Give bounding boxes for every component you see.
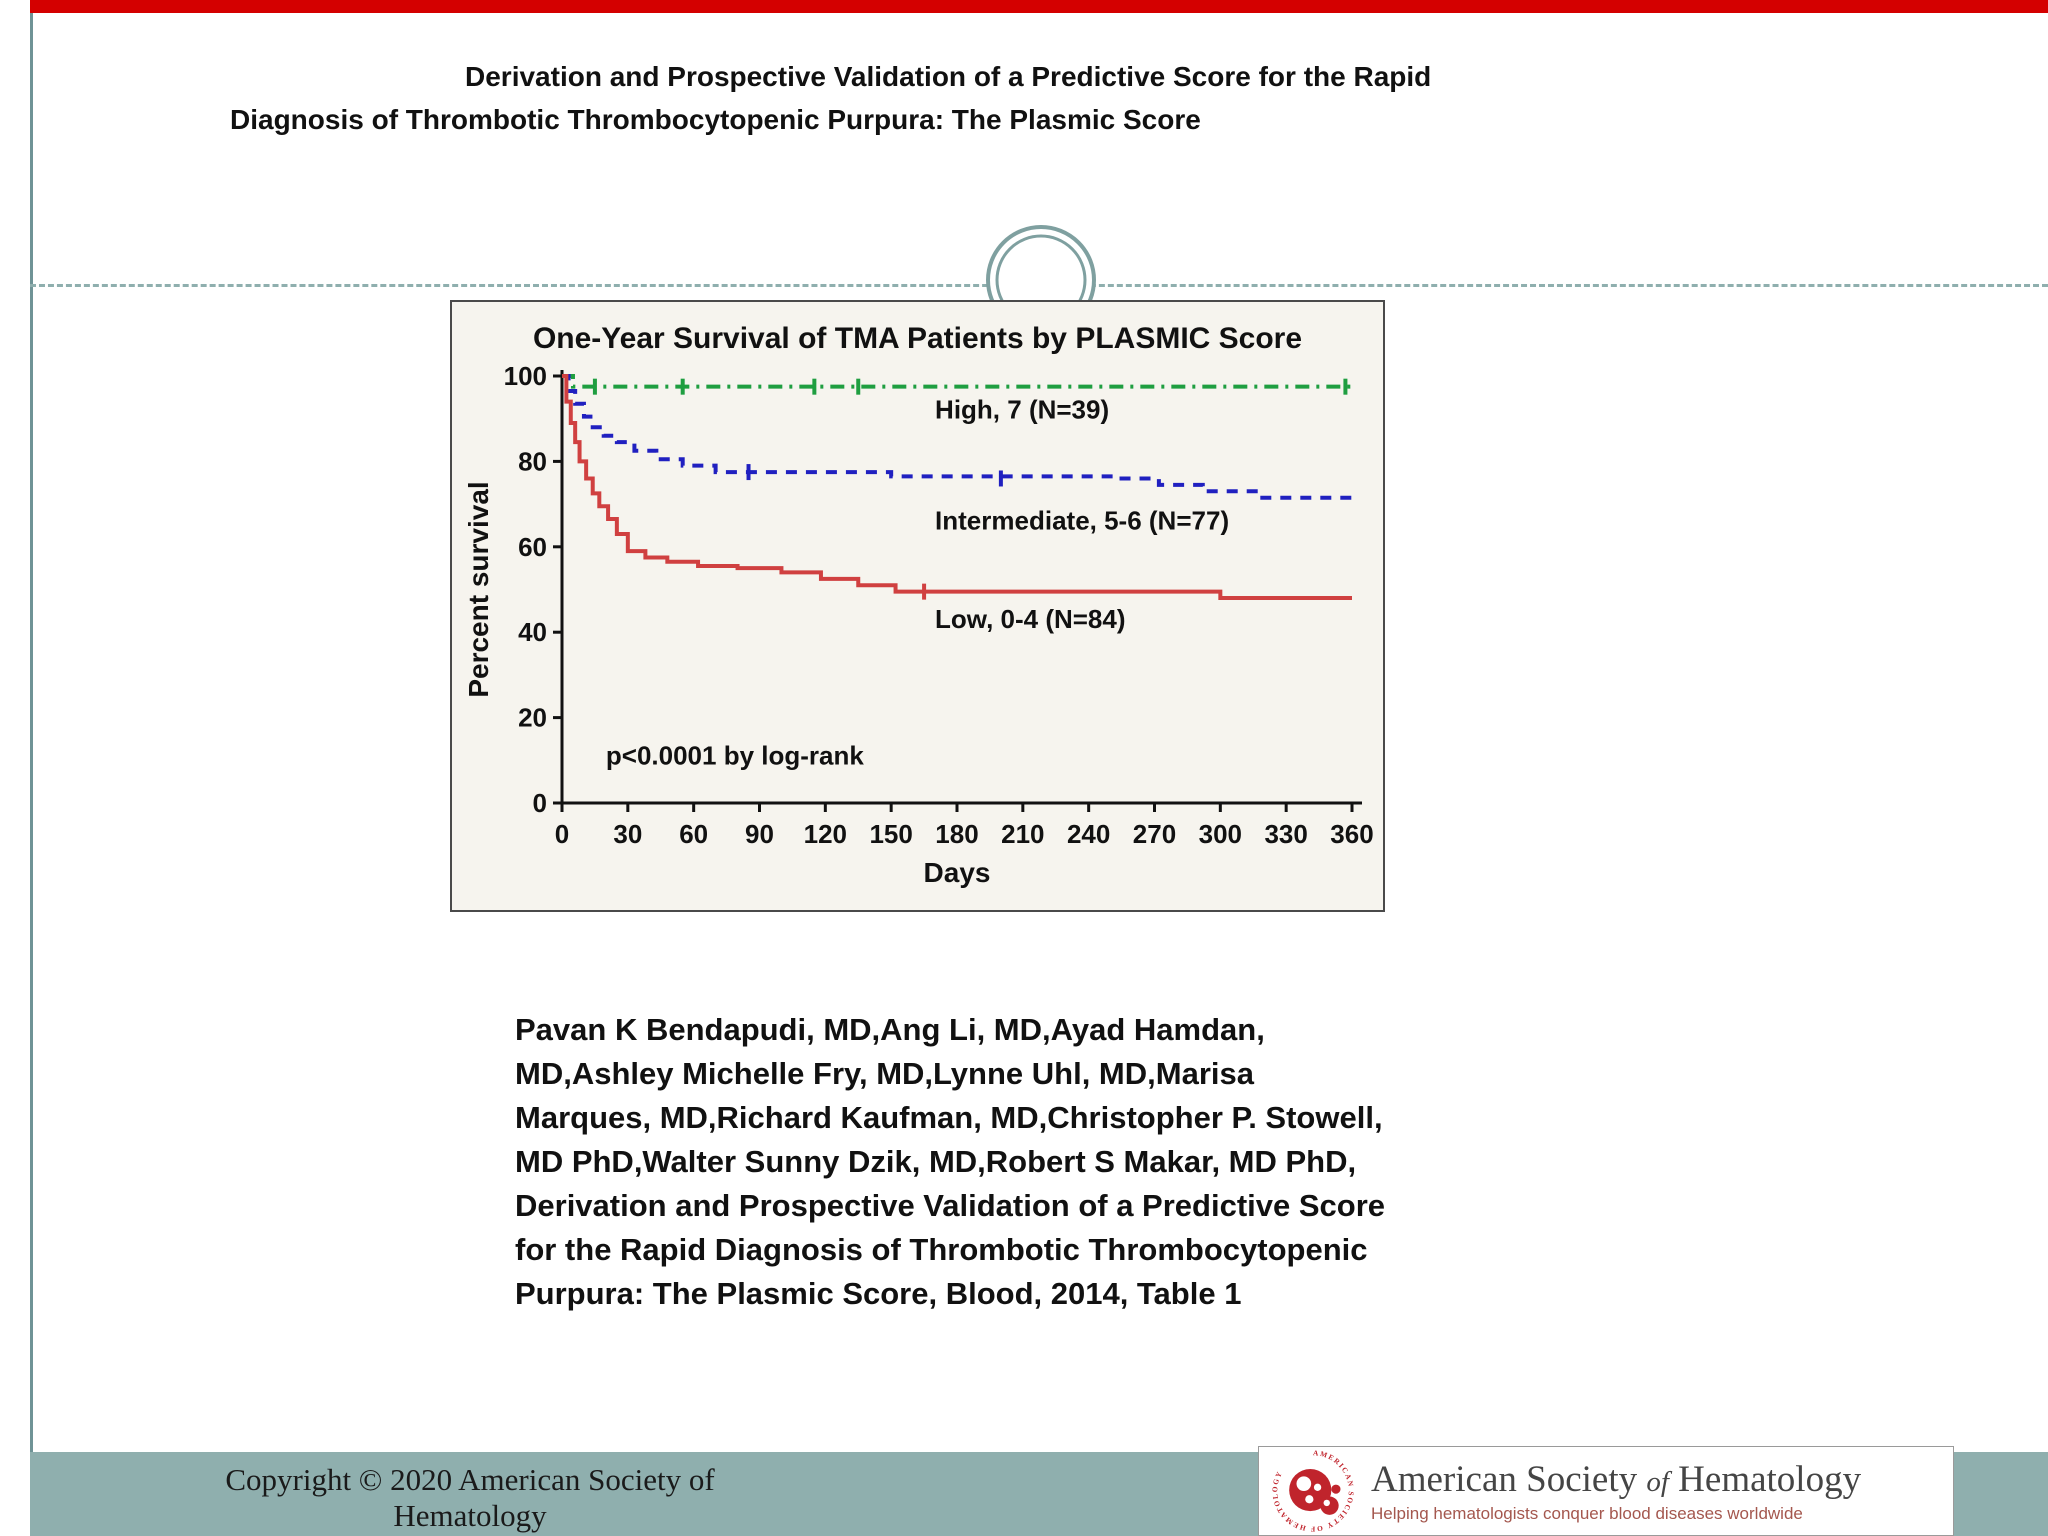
chart-title: One-Year Survival of TMA Patients by PLA… [532,322,1303,355]
slide-title: Derivation and Prospective Validation of… [230,55,1560,142]
svg-text:60: 60 [518,532,547,562]
ash-logo-tagline: Helping hematologists conquer blood dise… [1371,1504,1803,1523]
svg-text:330: 330 [1264,819,1307,849]
svg-text:90: 90 [745,819,774,849]
svg-text:Percent survival: Percent survival [463,481,494,697]
svg-text:p<0.0001 by log-rank: p<0.0001 by log-rank [606,741,864,771]
citation-text: Pavan K Bendapudi, MD,Ang Li, MD,Ayad Ha… [515,1012,1386,1312]
ash-logo-icon: AMERICAN SOCIETY OF HEMATOLOGY [1270,1448,1354,1534]
svg-text:360: 360 [1330,819,1373,849]
svg-text:80: 80 [518,446,547,476]
svg-text:100: 100 [504,361,547,391]
ash-logo-title: American Society of Hematology [1371,1459,1862,1500]
ash-logo-text: American Society of Hematology Helping h… [1371,1458,1861,1524]
svg-text:150: 150 [869,819,912,849]
svg-text:60: 60 [679,819,708,849]
svg-text:Days: Days [924,857,991,888]
svg-text:0: 0 [533,788,547,818]
svg-text:120: 120 [804,819,847,849]
copyright-text: Copyright © 2020 American Society of Hem… [225,1462,715,1533]
svg-text:270: 270 [1133,819,1176,849]
svg-text:240: 240 [1067,819,1110,849]
top-accent-bar [30,0,2048,13]
slide-title-line2: Diagnosis of Thrombotic Thrombocytopenic… [230,104,1201,136]
svg-text:High, 7 (N=39): High, 7 (N=39) [935,395,1109,425]
km-figure: One-Year Survival of TMA Patients by PLA… [450,300,1385,912]
svg-text:210: 210 [1001,819,1044,849]
svg-text:40: 40 [518,617,547,647]
svg-text:Intermediate, 5-6 (N=77): Intermediate, 5-6 (N=77) [935,506,1229,536]
km-chart-svg: 0 30 60 90 120 150 180 210 240 270 300 330 360 0 20 40 6… [463,361,1374,888]
left-accent-rule [30,13,33,1452]
svg-text:Low, 0-4 (N=84): Low, 0-4 (N=84) [935,604,1125,634]
svg-text:30: 30 [613,819,642,849]
slide-title-line1: Derivation and Prospective Validation of… [465,61,1432,92]
svg-text:20: 20 [518,703,547,733]
svg-text:180: 180 [935,819,978,849]
svg-text:300: 300 [1199,819,1242,849]
ash-logo-box: AMERICAN SOCIETY OF HEMATOLOGY American … [1258,1446,1954,1536]
svg-text:0: 0 [555,819,569,849]
